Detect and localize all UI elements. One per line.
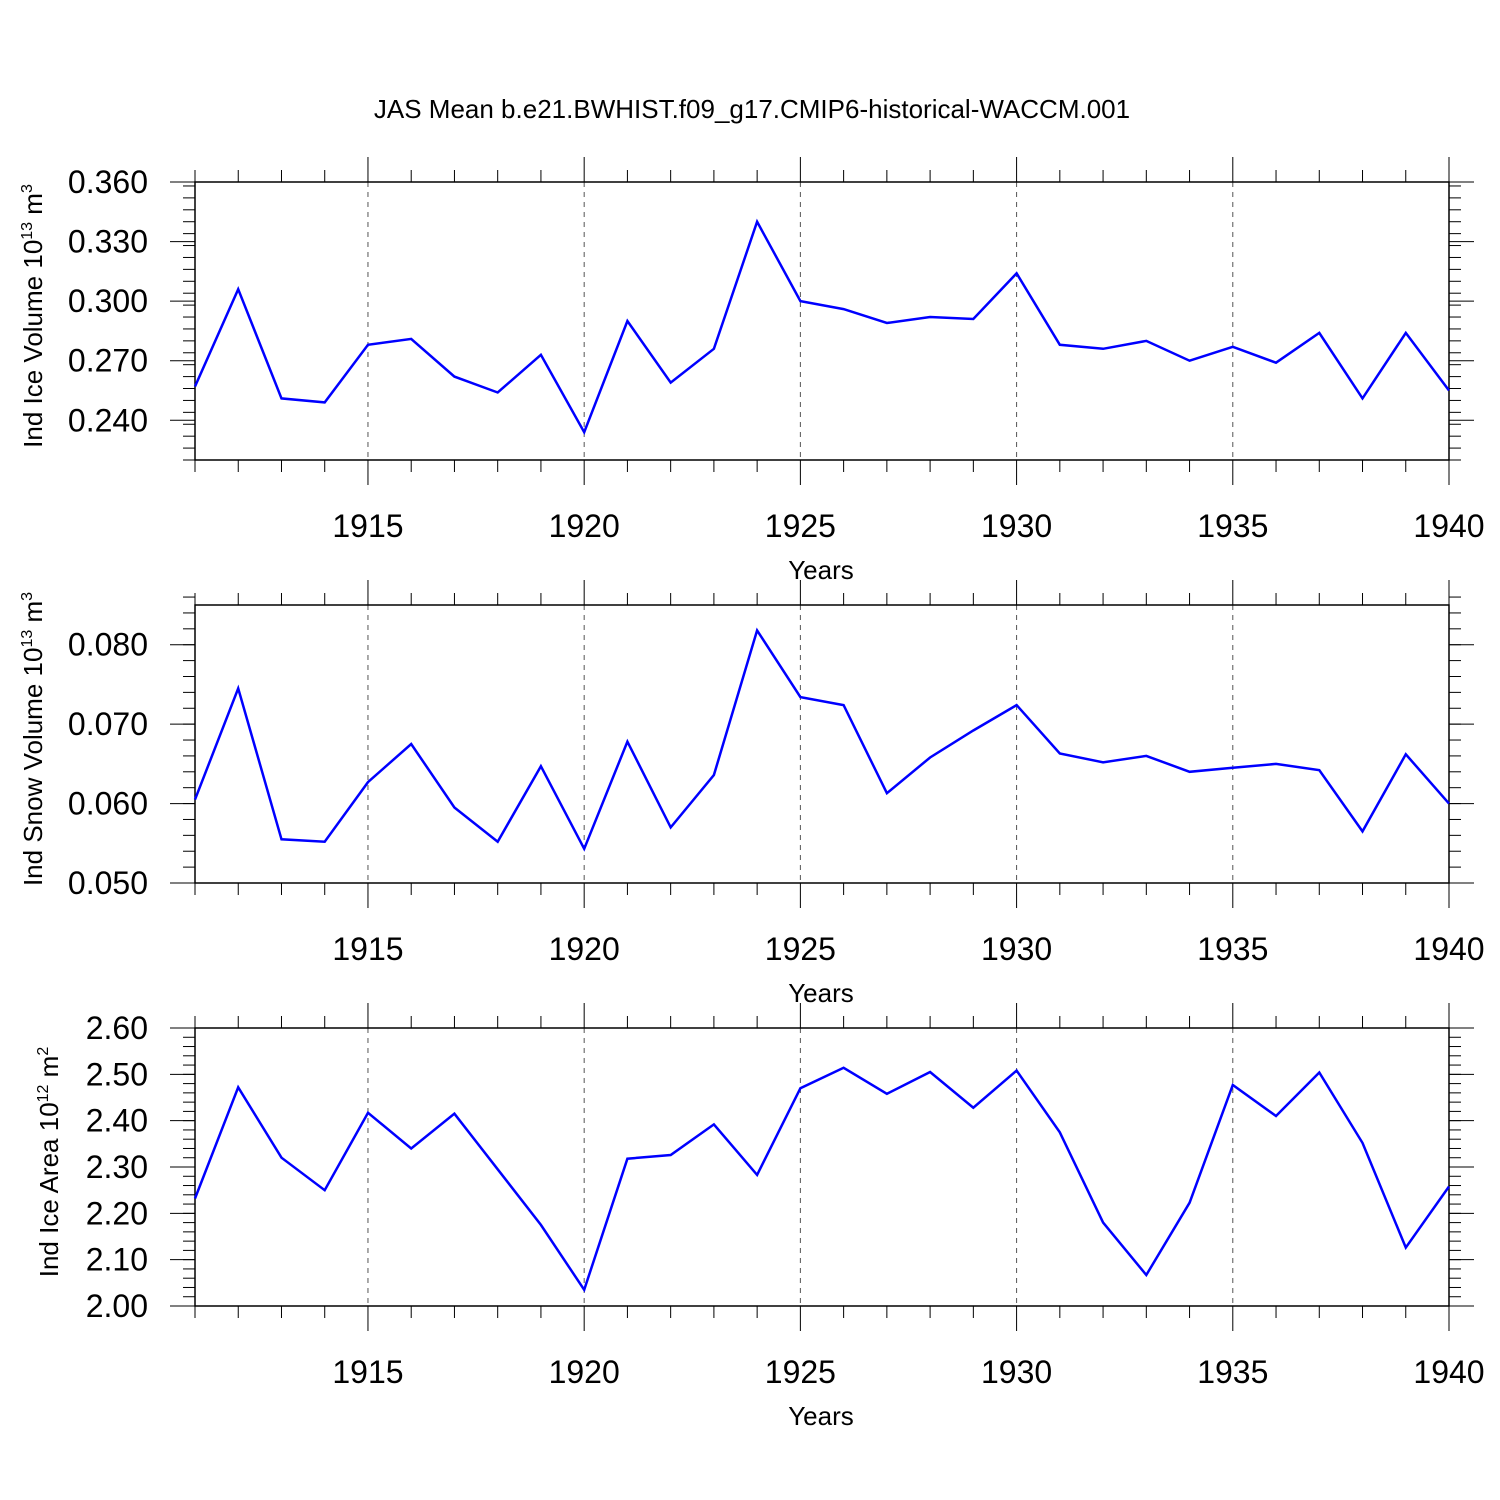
y-tick-label: 0.330: [68, 224, 148, 260]
y-tick-label: 2.50: [86, 1056, 148, 1092]
plot-frame: [194, 181, 1450, 461]
x-tick-label: 1935: [1197, 1354, 1268, 1390]
y-axis-label-unit: m: [18, 193, 48, 222]
data-series-line: [193, 218, 1451, 436]
y-tick-label: 0.070: [68, 706, 148, 742]
y-tick-label: 2.60: [86, 1010, 148, 1046]
chart-panel-1: 0.240 0.270 0.300 0.330 0.360 1915 1920 1925 193…: [18, 157, 1485, 585]
y-axis-label-text: Ind Ice Volume 10: [18, 240, 48, 448]
y-axis-label: Ind Ice Area 1012 m2: [34, 1047, 64, 1278]
y-axis-label-unit-exponent: 3: [19, 184, 36, 193]
y-tick-label: 0.080: [68, 627, 148, 663]
x-tick-label: 1915: [332, 931, 403, 967]
x-tick-label: 1930: [981, 508, 1052, 544]
y-tick-label: 0.270: [68, 343, 148, 379]
x-tick-label: 1930: [981, 931, 1052, 967]
x-axis-label: Years: [788, 1401, 854, 1431]
y-axis-label-unit: m: [18, 601, 48, 630]
x-tick-label: 1915: [332, 1354, 403, 1390]
x-tick-label: 1940: [1413, 931, 1484, 967]
data-series-line: [193, 627, 1450, 852]
x-tick-label: 1920: [549, 1354, 620, 1390]
y-axis-label-text: Ind Ice Area 10: [34, 1102, 64, 1277]
x-tick-label: 1930: [981, 1354, 1052, 1390]
y-axis-label-exponent: 12: [35, 1084, 52, 1102]
y-axis-label-unit-exponent: 3: [19, 592, 36, 601]
y-tick-label: 2.20: [86, 1195, 148, 1231]
y-axis-label-unit: m: [34, 1056, 64, 1085]
x-tick-label: 1920: [549, 508, 620, 544]
y-tick-label: 2.40: [86, 1103, 148, 1139]
x-tick-label: 1935: [1197, 931, 1268, 967]
y-tick-label: 0.050: [68, 865, 148, 901]
y-tick-label: 2.00: [86, 1288, 148, 1324]
y-tick-label: 0.300: [68, 283, 148, 319]
x-tick-label: 1940: [1413, 508, 1484, 544]
y-axis-label: Ind Ice Volume 1013 m3: [18, 184, 48, 448]
y-axis-label-unit-exponent: 2: [35, 1047, 52, 1056]
data-series-line: [193, 1066, 1451, 1293]
x-tick-label: 1940: [1413, 1354, 1484, 1390]
x-tick-label: 1920: [549, 931, 620, 967]
y-axis-label-exponent: 13: [19, 222, 36, 240]
x-axis-label: Years: [788, 555, 854, 585]
x-tick-label: 1915: [332, 508, 403, 544]
x-axis-label: Years: [788, 978, 854, 1008]
x-tick-label: 1925: [765, 1354, 836, 1390]
figure-title: JAS Mean b.e21.BWHIST.f09_g17.CMIP6-hist…: [374, 94, 1130, 124]
plot-frame: [194, 604, 1450, 884]
x-tick-label: 1935: [1197, 508, 1268, 544]
panels: 0.240 0.270 0.300 0.330 0.360 1915 1920 1925 193…: [18, 157, 1485, 1431]
y-axis-label: Ind Snow Volume 1013 m3: [18, 592, 48, 886]
y-tick-label: 0.060: [68, 786, 148, 822]
y-axis-label-exponent: 13: [19, 630, 36, 648]
x-tick-label: 1925: [765, 931, 836, 967]
y-tick-label: 0.240: [68, 402, 148, 438]
y-tick-label: 2.30: [86, 1149, 148, 1185]
x-tick-label: 1925: [765, 508, 836, 544]
y-axis-label-text: Ind Snow Volume 10: [18, 648, 48, 887]
y-tick-label: 2.10: [86, 1242, 148, 1278]
chart-panel-3: 2.00 2.10 2.20 2.30 2.40 2.50 2.60 1915 1920 1925…: [34, 1003, 1485, 1431]
chart-panel-2: 0.050 0.060 0.070 0.080 1915 1920 1925 1930 1935…: [18, 580, 1485, 1008]
plot-frame: [194, 1027, 1450, 1307]
y-tick-label: 0.360: [68, 164, 148, 200]
